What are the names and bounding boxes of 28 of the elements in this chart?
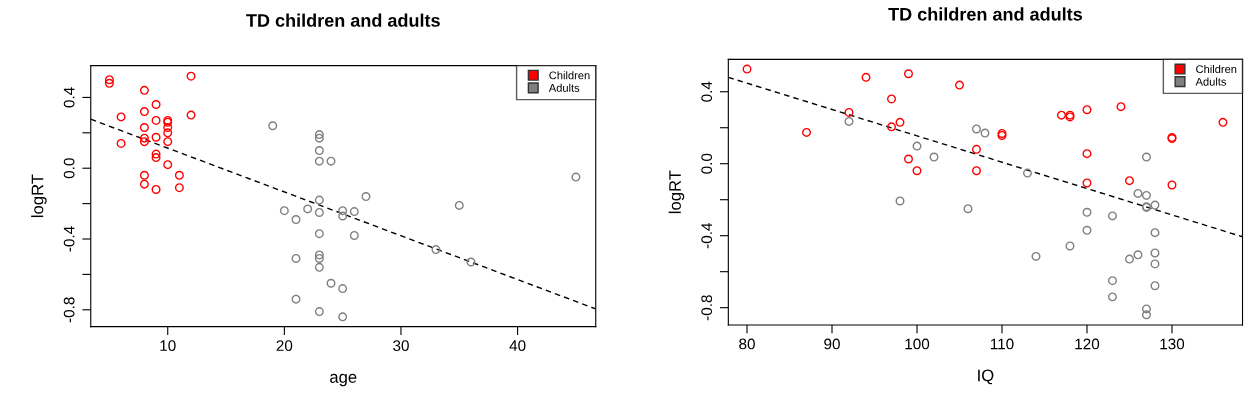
y-tick-label: 0.4 [701,81,713,102]
y-tick-label: 0.4 [63,87,75,108]
legend-label: Adults [548,83,580,92]
x-tick-label: 100 [905,338,930,350]
legend-label: Children [1196,64,1237,74]
x-tick-label: 40 [509,340,526,352]
y-tick-label: -0.4 [701,222,713,249]
y-tick-label: 0.0 [701,153,713,174]
y-tick-label: -0.4 [63,226,75,252]
legend-label: Adults [1195,77,1227,86]
x-axis-title: IQ [978,369,994,385]
x-tick-label: 20 [276,340,293,352]
x-tick-label: 110 [990,338,1014,350]
y-tick-label: 0.0 [63,158,75,179]
chart-title: TD children and adults [246,13,440,27]
y-axis-title: logRT [668,170,685,214]
x-tick-label: 10 [160,340,176,352]
x-tick-label: 130 [1160,338,1185,350]
legend-label: Children [549,71,590,80]
y-axis-title: logRT [31,174,47,218]
x-tick-label: 90 [824,338,840,350]
y-tick-label: -0.8 [701,295,713,321]
x-tick-label: 80 [739,338,755,350]
y-tick-label: -0.8 [63,297,75,323]
x-tick-label: 30 [393,340,409,352]
x-tick-label: 120 [1075,338,1100,350]
x-axis-title: age [330,373,357,387]
chart-title: TD children and adults [888,7,1082,21]
